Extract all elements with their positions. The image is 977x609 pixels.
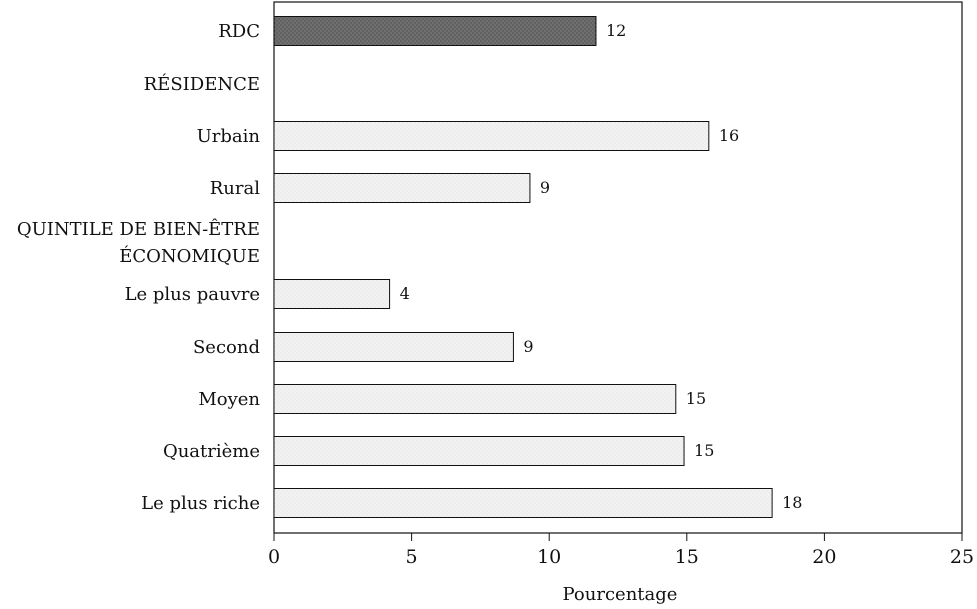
- bar-moyen: [273, 384, 677, 414]
- category-label-urbain: Urbain: [197, 126, 261, 147]
- bar-le-plus-pauvre: [273, 279, 391, 309]
- value-label-second: 9: [523, 337, 533, 356]
- category-labels-layer: RDC RÉSIDENCE Urbain Rural QUINTILE DE BIEN-…: [17, 21, 261, 514]
- category-label-residence: RÉSIDENCE: [144, 72, 260, 95]
- category-label-line: ÉCONOMIQUE: [119, 244, 260, 267]
- value-label-rural: 9: [540, 178, 550, 197]
- value-labels-layer: 12 16 9 4 9 15 15 18: [400, 21, 803, 512]
- category-label-le-plus-riche: Le plus riche: [141, 493, 260, 514]
- plot-area-frame: [273, 1, 963, 534]
- x-axis-title: Pourcentage: [563, 584, 678, 605]
- category-label-rdc: RDC: [218, 21, 260, 42]
- value-label-rdc: 12: [606, 21, 626, 40]
- bars-layer: [273, 16, 773, 518]
- x-tick-label-0: 0: [268, 546, 280, 568]
- value-label-le-plus-riche: 18: [782, 493, 802, 512]
- x-tick-label-10: 10: [537, 546, 561, 568]
- value-label-moyen: 15: [686, 389, 706, 408]
- bar-rural: [273, 173, 531, 203]
- value-label-quatrieme: 15: [694, 441, 714, 460]
- category-label-moyen: Moyen: [198, 389, 260, 410]
- bar-quatrieme: [273, 436, 685, 466]
- x-tick-label-5: 5: [406, 546, 418, 568]
- category-label-line: QUINTILE DE BIEN-ÊTRE: [17, 217, 260, 240]
- bar-urbain: [273, 121, 710, 151]
- bar-second: [273, 332, 514, 362]
- x-tick-label-15: 15: [675, 546, 699, 568]
- category-label-quintile-de-bien-etre-economique: QUINTILE DE BIEN-ÊTRE ÉCONOMIQUE: [17, 217, 260, 267]
- category-label-second: Second: [193, 337, 260, 358]
- value-label-le-plus-pauvre: 4: [400, 284, 410, 303]
- x-axis-ticks: 0 5 10 15 20 25: [268, 533, 974, 568]
- bar-le-plus-riche: [273, 488, 773, 518]
- value-label-urbain: 16: [719, 126, 739, 145]
- category-label-le-plus-pauvre: Le plus pauvre: [125, 284, 260, 305]
- category-label-quatrieme: Quatrième: [163, 441, 260, 462]
- category-label-rural: Rural: [210, 178, 260, 199]
- bar-rdc: [273, 16, 597, 46]
- x-tick-label-20: 20: [812, 546, 836, 568]
- x-tick-label-25: 25: [950, 546, 974, 568]
